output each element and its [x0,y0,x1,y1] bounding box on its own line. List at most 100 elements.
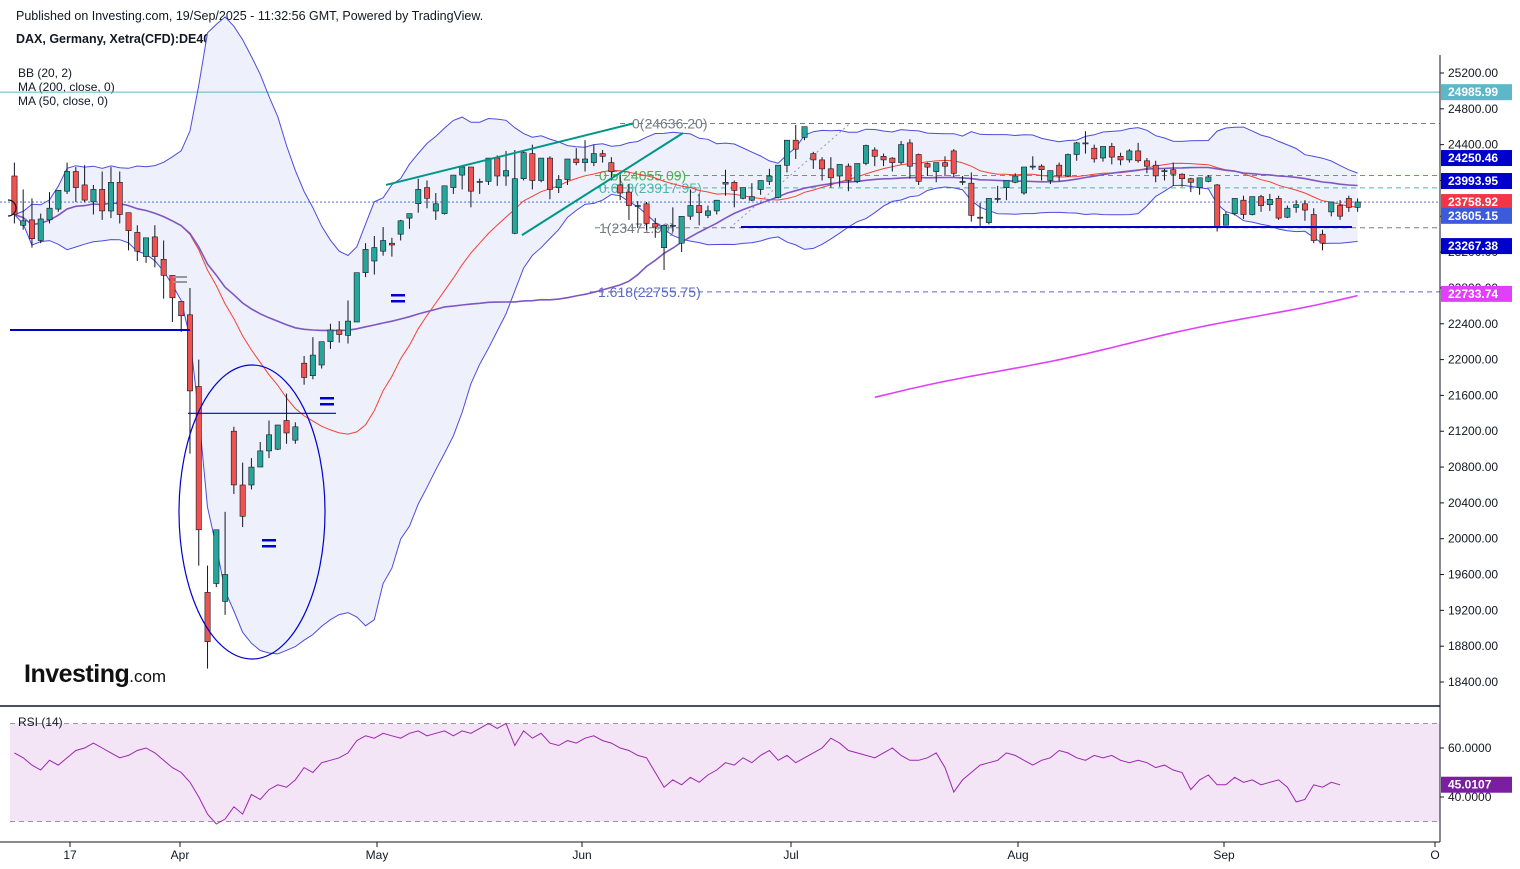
candle[interactable] [836,164,843,177]
rsi-legend[interactable]: RSI (14) [18,715,63,729]
candle[interactable] [1223,214,1229,226]
candle[interactable] [933,162,940,172]
candle[interactable] [230,430,237,486]
candle[interactable] [573,158,580,163]
candle[interactable] [906,142,913,167]
candle[interactable] [801,126,808,138]
candle[interactable] [915,154,922,182]
candle[interactable] [257,450,264,468]
candle[interactable] [520,152,527,179]
candle[interactable] [1284,207,1291,218]
candle[interactable] [661,225,668,249]
candle[interactable] [424,187,430,199]
candle[interactable] [99,189,106,212]
candle[interactable] [792,139,799,150]
candle[interactable] [810,153,817,161]
legend-ma50[interactable]: MA (50, close, 0) [18,94,109,108]
candle[interactable] [845,165,852,181]
candle[interactable] [731,182,738,191]
candle[interactable] [318,341,325,366]
candle[interactable] [669,225,676,227]
candle[interactable] [775,164,782,198]
candle[interactable] [248,466,255,486]
candle[interactable] [1021,166,1028,194]
candle[interactable] [625,191,632,206]
candle[interactable] [1073,142,1080,155]
legend-ma200[interactable]: MA (200, close, 0) [18,80,115,94]
candle[interactable] [20,220,27,226]
candle[interactable] [942,162,949,167]
candle[interactable] [678,216,685,244]
candle[interactable] [222,574,229,602]
candle[interactable] [1029,165,1036,168]
candle[interactable] [46,207,53,221]
candle[interactable] [783,139,790,166]
candle[interactable] [11,175,18,215]
candle[interactable] [476,181,483,183]
candle[interactable] [994,198,1001,200]
candle[interactable] [81,184,88,201]
candle[interactable] [151,236,158,257]
candle[interactable] [380,240,387,252]
candle[interactable] [266,434,272,452]
candle[interactable] [362,249,369,273]
candle[interactable] [985,198,992,223]
candle[interactable] [90,189,97,203]
candle[interactable] [309,354,316,377]
candle[interactable] [977,216,984,219]
candle[interactable] [345,320,351,336]
candle[interactable] [1152,164,1159,177]
candle[interactable] [239,484,246,517]
candle[interactable] [64,171,71,192]
candle[interactable] [28,219,35,239]
candle[interactable] [388,242,395,246]
candle[interactable] [125,212,132,231]
candle[interactable] [72,171,79,188]
candle[interactable] [1266,199,1273,206]
candle[interactable] [1214,184,1221,228]
candle[interactable] [766,175,773,182]
candle[interactable] [854,163,861,182]
candle[interactable] [1126,150,1133,161]
candle[interactable] [195,386,202,531]
candle[interactable] [134,232,141,252]
candle[interactable] [959,181,966,183]
candle[interactable] [1258,196,1265,206]
candle[interactable] [1056,164,1063,177]
candle[interactable] [950,150,957,174]
candle[interactable] [880,156,887,161]
candle[interactable] [819,159,826,170]
candle[interactable] [564,158,571,180]
candle[interactable] [353,272,360,323]
candle[interactable] [1319,233,1326,244]
candle[interactable] [415,189,422,204]
candle[interactable] [898,144,905,163]
candle[interactable] [1337,205,1344,217]
candle[interactable] [546,157,553,190]
candle[interactable] [1231,198,1238,214]
candle[interactable] [37,218,44,241]
candle[interactable] [1003,180,1010,188]
candle[interactable] [1108,146,1115,158]
candle[interactable] [1187,178,1194,183]
candle[interactable] [1240,199,1247,215]
candle[interactable] [617,184,624,194]
candle[interactable] [1275,198,1282,219]
candle[interactable] [371,247,378,262]
candle[interactable] [301,362,308,378]
candle[interactable] [1302,203,1308,211]
candle[interactable] [116,182,123,215]
candle[interactable] [590,153,597,163]
candle[interactable] [1091,147,1098,160]
candle[interactable] [1100,146,1107,159]
candle[interactable] [862,145,869,164]
candle[interactable] [1249,196,1256,215]
candle[interactable] [213,529,220,584]
candle[interactable] [459,166,466,176]
candle[interactable] [485,157,492,182]
candle[interactable] [538,157,545,181]
candle[interactable] [1345,198,1352,208]
candle[interactable] [108,182,114,212]
candle[interactable] [397,220,404,235]
candle[interactable] [827,168,834,179]
